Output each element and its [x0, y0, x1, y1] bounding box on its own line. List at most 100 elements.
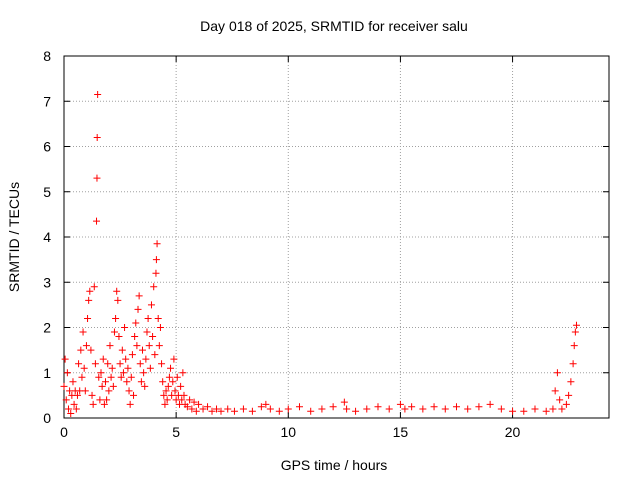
data-point — [119, 369, 127, 377]
data-point — [556, 396, 564, 404]
data-point — [118, 346, 126, 354]
data-point — [93, 133, 101, 141]
data-point — [85, 296, 93, 304]
data-point — [133, 342, 141, 350]
data-point — [230, 407, 238, 415]
data-point — [98, 382, 106, 390]
data-point — [284, 405, 292, 413]
data-point — [99, 355, 107, 363]
data-point — [408, 403, 416, 411]
data-point — [130, 391, 138, 399]
data-point — [180, 391, 188, 399]
grid-lines — [64, 56, 609, 418]
data-point — [343, 405, 351, 413]
data-point — [275, 407, 283, 415]
y-tick-label: 5 — [43, 184, 51, 200]
y-axis-title: SRMTID / TECUs — [6, 182, 22, 292]
data-point — [69, 378, 77, 386]
data-point — [195, 400, 203, 408]
data-point — [117, 373, 125, 381]
tick-labels: 0 5 10 15 20 0 1 2 3 4 5 6 7 8 — [43, 48, 520, 440]
data-point — [96, 396, 104, 404]
data-point — [266, 405, 274, 413]
data-point — [75, 360, 83, 368]
x-tick-label: 15 — [393, 424, 409, 440]
data-point — [81, 387, 89, 395]
data-point — [204, 403, 212, 411]
data-point — [114, 296, 122, 304]
data-point — [63, 369, 71, 377]
data-point — [141, 382, 149, 390]
data-point — [178, 396, 186, 404]
data-point — [153, 240, 161, 248]
data-point — [104, 360, 112, 368]
data-point — [108, 364, 116, 372]
data-point — [452, 403, 460, 411]
y-tick-label: 1 — [43, 365, 51, 381]
data-point — [127, 373, 135, 381]
data-point — [295, 403, 303, 411]
data-point — [551, 387, 559, 395]
data-point — [128, 351, 136, 359]
data-point — [363, 405, 371, 413]
data-point — [60, 382, 68, 390]
chart-title: Day 018 of 2025, SRMTID for receiver sal… — [200, 18, 468, 34]
data-point — [134, 305, 142, 313]
data-point — [152, 256, 160, 264]
data-points — [60, 90, 580, 417]
data-point — [152, 269, 160, 277]
data-point — [140, 369, 148, 377]
data-point — [168, 391, 176, 399]
data-point — [161, 400, 169, 408]
data-point — [116, 360, 124, 368]
data-point — [101, 378, 109, 386]
data-point — [155, 342, 163, 350]
data-point — [177, 382, 185, 390]
data-point — [124, 364, 132, 372]
x-tick-label: 5 — [172, 424, 180, 440]
data-point — [88, 391, 96, 399]
data-point — [542, 407, 550, 415]
y-tick-label: 2 — [43, 320, 51, 336]
data-point — [137, 378, 145, 386]
data-point — [257, 403, 265, 411]
data-point — [62, 396, 70, 404]
data-point — [89, 400, 97, 408]
data-point — [100, 400, 108, 408]
data-point — [78, 373, 86, 381]
data-point — [91, 360, 99, 368]
data-point — [103, 396, 111, 404]
data-point — [151, 351, 159, 359]
data-point — [169, 378, 177, 386]
data-point — [70, 400, 78, 408]
x-tick-label: 20 — [505, 424, 521, 440]
data-point — [73, 391, 81, 399]
data-point — [122, 355, 130, 363]
data-point — [171, 387, 179, 395]
data-point — [430, 403, 438, 411]
data-point — [106, 342, 114, 350]
data-point — [123, 378, 131, 386]
data-point — [419, 405, 427, 413]
data-point — [105, 387, 113, 395]
data-point — [143, 328, 151, 336]
data-point — [170, 355, 178, 363]
axis-ticks — [63, 55, 609, 419]
data-point — [239, 405, 247, 413]
data-point — [173, 373, 181, 381]
data-point — [82, 342, 90, 350]
data-point — [464, 405, 472, 413]
data-point — [329, 403, 337, 411]
data-point — [217, 407, 225, 415]
y-tick-label: 3 — [43, 274, 51, 290]
data-point — [144, 314, 152, 322]
data-point — [80, 364, 88, 372]
data-point — [72, 405, 80, 413]
data-point — [167, 364, 175, 372]
data-point — [374, 403, 382, 411]
data-point — [163, 396, 171, 404]
data-point — [208, 407, 216, 415]
data-point — [159, 378, 167, 386]
data-point — [307, 407, 315, 415]
